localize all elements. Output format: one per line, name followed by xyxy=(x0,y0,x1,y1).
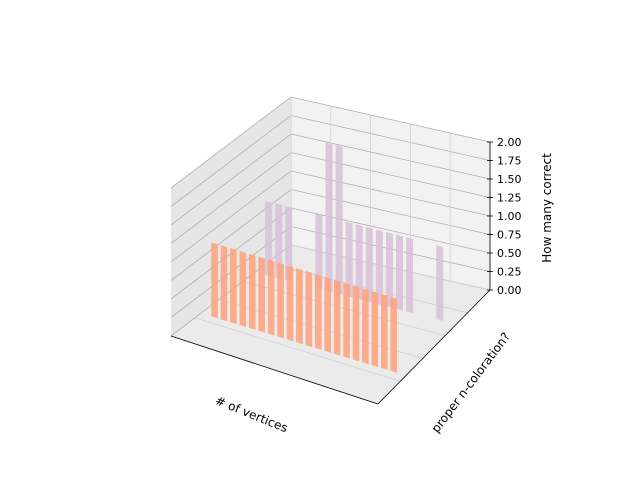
bar-back xyxy=(275,203,283,280)
bar-front xyxy=(277,262,284,339)
chart-axes: 0.00 0.25 0.50 0.75 1.00 1.25 1.50 1.75 2.00 xyxy=(170,136,522,405)
bar-back xyxy=(335,145,343,295)
z-tick-label: 0.50 xyxy=(497,247,522,260)
bar-front xyxy=(258,256,266,333)
z-tick-label: 1.00 xyxy=(497,210,522,223)
grid-line xyxy=(194,317,401,382)
bar-front xyxy=(380,293,388,370)
bar-front xyxy=(324,276,332,353)
z-tick-label: 2.00 xyxy=(497,136,522,149)
bar-front xyxy=(390,296,398,373)
bar-front xyxy=(248,253,256,330)
bar-back xyxy=(325,142,333,293)
y-axis-label: proper n-coloration? xyxy=(429,330,513,436)
bar-front xyxy=(362,288,369,365)
bar-front xyxy=(333,279,341,356)
bar-back xyxy=(436,245,444,321)
bar-front xyxy=(305,270,313,348)
bar-back xyxy=(406,237,414,314)
x-axis-label: # of vertices xyxy=(213,393,290,435)
bar-back xyxy=(375,229,383,306)
bar-front xyxy=(211,242,218,319)
z-tick-label: 0.00 xyxy=(497,284,522,297)
bar-back xyxy=(395,234,404,311)
bar-back xyxy=(315,213,323,290)
z-tick-label: 1.75 xyxy=(497,155,522,168)
bar-front xyxy=(352,285,360,362)
bar-front xyxy=(220,245,228,322)
bar-back xyxy=(265,200,273,277)
bar-front xyxy=(239,250,247,327)
bar-front xyxy=(371,291,379,368)
z-tick-label: 1.25 xyxy=(497,192,522,205)
bar-front xyxy=(267,259,275,336)
bar-front xyxy=(286,265,294,342)
bar-back xyxy=(285,206,293,282)
bar-back xyxy=(345,221,353,298)
bar-front xyxy=(230,248,237,325)
bar-front xyxy=(314,273,322,350)
bar-back xyxy=(355,224,363,301)
z-tick-label: 0.25 xyxy=(497,266,522,279)
bar-back xyxy=(385,232,393,308)
z-tick-label: 0.75 xyxy=(497,229,522,242)
bar-back xyxy=(365,226,373,303)
z-axis-label: How many correct xyxy=(540,153,554,263)
bar-front xyxy=(343,282,350,359)
bar-front xyxy=(296,268,303,345)
chart-bars xyxy=(211,142,444,373)
y-axis-line xyxy=(377,289,491,405)
x-axis-line xyxy=(170,335,379,405)
z-tick-label: 1.50 xyxy=(497,173,522,186)
